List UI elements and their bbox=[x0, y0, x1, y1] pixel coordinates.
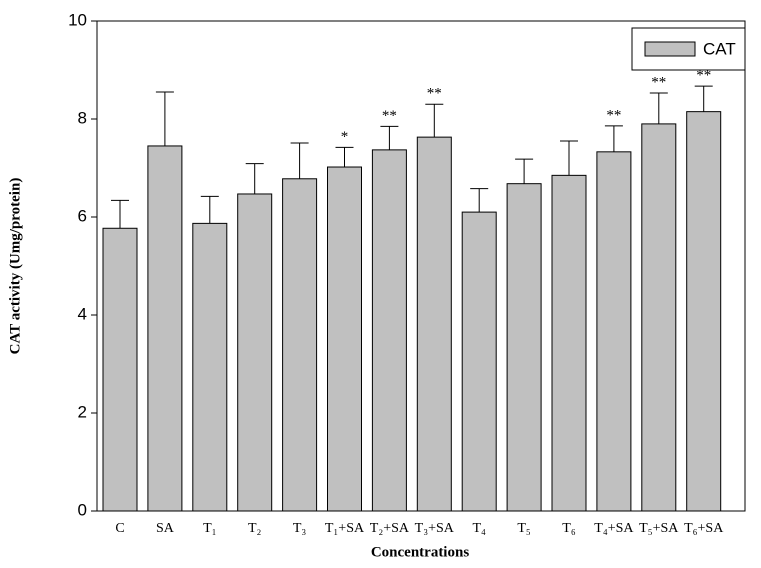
bar bbox=[371, 149, 407, 512]
x-tick-label: T₁+SA bbox=[325, 521, 365, 536]
significance-label: ** bbox=[651, 74, 666, 90]
bar bbox=[416, 136, 452, 512]
legend-swatch bbox=[644, 41, 696, 57]
bar bbox=[282, 178, 318, 512]
y-tick-label: 10 bbox=[68, 10, 87, 29]
significance-label: ** bbox=[427, 86, 442, 102]
significance-label: ** bbox=[606, 107, 621, 123]
x-tick-label: T₅ bbox=[517, 521, 531, 536]
y-tick-label: 2 bbox=[78, 402, 87, 421]
y-tick-label: 6 bbox=[78, 206, 87, 225]
x-tick-label: C bbox=[115, 521, 124, 536]
y-tick-label: 8 bbox=[78, 108, 87, 127]
significance-label: * bbox=[341, 129, 349, 145]
y-tick-label: 4 bbox=[78, 304, 87, 323]
bar bbox=[102, 227, 138, 512]
x-tick-label: SA bbox=[156, 521, 175, 536]
bar bbox=[506, 183, 542, 512]
significance-label: ** bbox=[382, 108, 397, 124]
y-axis-title: CAT activity (Umg/protein) bbox=[7, 178, 23, 355]
x-tick-label: T₁ bbox=[203, 521, 216, 536]
significance-label: ** bbox=[696, 68, 711, 84]
bar bbox=[461, 211, 497, 512]
x-tick-label: T₆ bbox=[562, 521, 576, 536]
y-tick-label: 0 bbox=[78, 500, 87, 519]
x-tick-label: T₆+SA bbox=[684, 521, 724, 536]
bar bbox=[596, 151, 632, 512]
bar bbox=[147, 145, 183, 512]
legend-label: CAT bbox=[703, 39, 736, 58]
x-tick-label: T₃ bbox=[293, 521, 307, 536]
bar bbox=[237, 193, 273, 512]
bar bbox=[641, 123, 677, 512]
bar bbox=[686, 111, 722, 512]
bar bbox=[327, 166, 362, 512]
x-tick-label: T₂+SA bbox=[370, 521, 410, 536]
x-axis-title: Concentrations bbox=[371, 544, 469, 560]
x-tick-label: T₂ bbox=[248, 521, 262, 536]
x-tick-label: T₄ bbox=[472, 521, 486, 536]
bar bbox=[551, 174, 587, 512]
x-tick-label: T₃+SA bbox=[415, 521, 455, 536]
x-tick-label: T₅+SA bbox=[639, 521, 679, 536]
x-tick-label: T₄+SA bbox=[594, 521, 634, 536]
bar bbox=[192, 222, 228, 512]
